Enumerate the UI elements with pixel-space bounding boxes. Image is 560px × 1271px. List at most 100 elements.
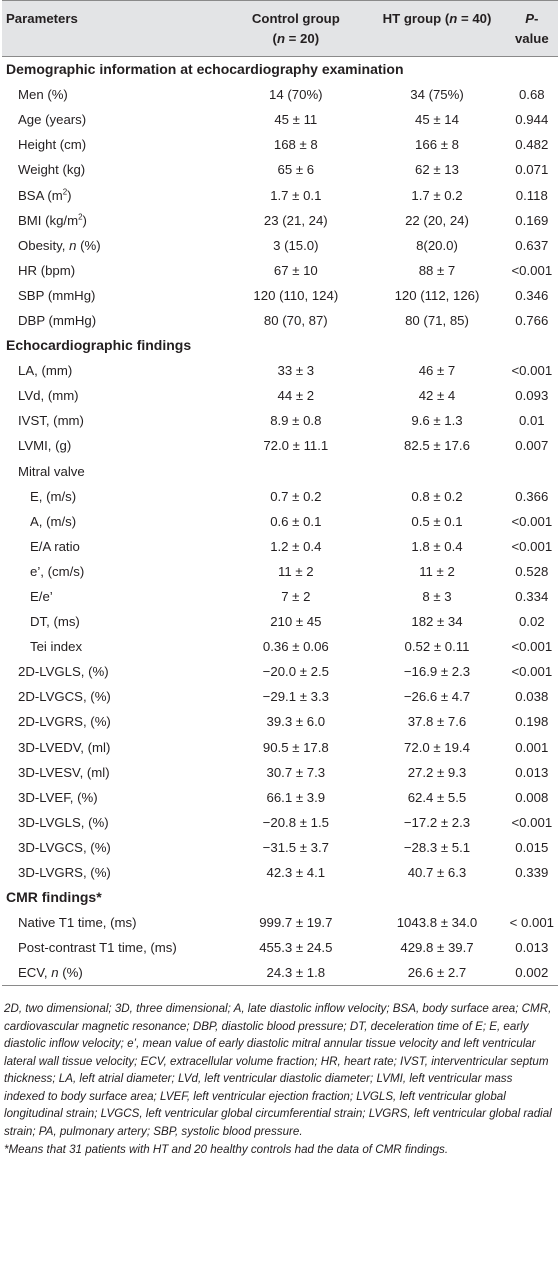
table-row: 2D-LVGRS, (%) 39.3 ± 6.0 37.8 ± 7.6 0.198 <box>2 709 558 734</box>
control-value: 999.7 ± 19.7 <box>259 915 333 931</box>
p-value: 0.528 <box>515 563 549 579</box>
table-row: Mitral valve <box>2 459 558 484</box>
table-row: Age (years) 45 ± 11 45 ± 14 0.944 <box>2 107 558 132</box>
row-label: DT, (ms) <box>30 614 80 630</box>
control-value: 0.6 ± 0.1 <box>270 513 322 529</box>
p-value: 0.071 <box>515 162 549 178</box>
control-value: 7 ± 2 <box>281 589 311 605</box>
p-value: 0.007 <box>515 438 549 454</box>
p-value: 0.02 <box>518 614 545 630</box>
control-value: 1.7 ± 0.1 <box>270 187 322 203</box>
table-row: LA, (mm) 33 ± 3 46 ± 7 <0.001 <box>2 358 558 383</box>
header-p-value: P-value <box>505 0 558 57</box>
ht-value: 62.4 ± 5.5 <box>407 789 467 805</box>
control-value: 0.36 ± 0.06 <box>262 639 329 655</box>
row-label: A, (m/s) <box>30 513 77 529</box>
table-row: LVMI, (g) 72.0 ± 11.1 82.5 ± 17.6 0.007 <box>2 433 558 458</box>
p-value <box>506 459 558 484</box>
ht-value: 120 (112, 126) <box>394 287 480 303</box>
control-value: 23 (21, 24) <box>263 212 328 228</box>
control-value: 14 (70%) <box>269 87 323 103</box>
row-label: Tei index <box>30 639 83 655</box>
table-header-row: Parameters Control group (n = 20) HT grou… <box>2 0 558 57</box>
p-value: <0.001 <box>511 664 553 680</box>
p-value: 0.334 <box>515 589 549 605</box>
p-value: < 0.001 <box>509 915 554 931</box>
ht-value: 40.7 ± 6.3 <box>407 865 467 881</box>
p-value: 0.001 <box>515 739 549 755</box>
p-value: 0.169 <box>515 212 549 228</box>
control-value: 45 ± 11 <box>274 112 318 128</box>
ht-value: 62 ± 13 <box>415 162 459 178</box>
row-label: Native T1 time, (ms) <box>18 915 137 931</box>
p-value: 0.482 <box>515 137 549 153</box>
p-value: 0.637 <box>515 237 549 253</box>
table-row: Native T1 time, (ms) 999.7 ± 19.7 1043.8 ±… <box>2 910 558 935</box>
table-row: 2D-LVGCS, (%) −29.1 ± 3.3 −26.6 ± 4.7 0.038 <box>2 684 558 709</box>
table-row: Men (%) 14 (70%) 34 (75%) 0.68 <box>2 82 558 107</box>
table-row: Height (cm) 168 ± 8 166 ± 8 0.482 <box>2 132 558 157</box>
section-header-row: Demographic information at echocardiogra… <box>2 57 558 83</box>
table-row: BMI (kg/m2) 23 (21, 24) 22 (20, 24) 0.169 <box>2 208 558 233</box>
control-value <box>223 459 368 484</box>
table-row: E/e’ 7 ± 2 8 ± 3 0.334 <box>2 584 558 609</box>
ht-value: 1.8 ± 0.4 <box>411 538 463 554</box>
p-value: 0.346 <box>515 287 549 303</box>
p-value: 0.038 <box>515 689 549 705</box>
table-row: E/A ratio 1.2 ± 0.4 1.8 ± 0.4 <0.001 <box>2 534 558 559</box>
ht-value: 429.8 ± 39.7 <box>400 940 474 956</box>
row-label: SBP (mmHg) <box>18 287 96 303</box>
ht-value: 22 (20, 24) <box>405 212 469 228</box>
p-value: 0.944 <box>515 112 549 128</box>
control-value: 11 ± 2 <box>278 563 314 579</box>
control-value: −20.8 ± 1.5 <box>262 814 329 830</box>
control-value: 30.7 ± 7.3 <box>266 764 326 780</box>
control-value: 66.1 ± 3.9 <box>266 789 326 805</box>
row-label: DBP (mmHg) <box>18 312 97 328</box>
ht-value: 0.8 ± 0.2 <box>411 488 463 504</box>
table-footnote: 2D, two dimensional; 3D, three dimension… <box>0 986 560 1159</box>
ht-value: 11 ± 2 <box>419 563 455 579</box>
p-value: <0.001 <box>511 814 553 830</box>
p-value: <0.001 <box>511 513 553 529</box>
p-value: 0.002 <box>505 960 558 987</box>
p-value: 0.015 <box>515 839 549 855</box>
ht-value: 46 ± 7 <box>418 363 456 379</box>
ht-value: −28.3 ± 5.1 <box>403 839 471 855</box>
table-row: E, (m/s) 0.7 ± 0.2 0.8 ± 0.2 0.366 <box>2 484 558 509</box>
control-value: 39.3 ± 6.0 <box>266 714 326 730</box>
ht-value: 26.6 ± 2.7 <box>368 960 506 987</box>
table-row: HR (bpm) 67 ± 10 88 ± 7 <0.001 <box>2 258 558 283</box>
p-value: 0.366 <box>515 488 549 504</box>
row-label: BSA (m2) <box>18 187 72 203</box>
table-row: DBP (mmHg) 80 (70, 87) 80 (71, 85) 0.766 <box>2 308 558 333</box>
table-row: Post-contrast T1 time, (ms) 455.3 ± 24.5 4… <box>2 935 558 960</box>
ht-value: 42 ± 4 <box>418 388 456 404</box>
ht-value: −16.9 ± 2.3 <box>403 664 471 680</box>
ht-value: 8 ± 3 <box>422 589 452 605</box>
table-row: A, (m/s) 0.6 ± 0.1 0.5 ± 0.1 <0.001 <box>2 509 558 534</box>
control-value: 8.9 ± 0.8 <box>270 413 322 429</box>
table-row: 2D-LVGLS, (%) −20.0 ± 2.5 −16.9 ± 2.3 <0.00… <box>2 659 558 684</box>
table-row: Tei index 0.36 ± 0.06 0.52 ± 0.11 <0.001 <box>2 634 558 659</box>
control-value: 120 (110, 124) <box>253 287 339 303</box>
section-header-row: CMR findings* <box>2 885 558 910</box>
table-row: Obesity, n (%) 3 (15.0) 8(20.0) 0.637 <box>2 233 558 258</box>
ht-value: 80 (71, 85) <box>405 312 469 328</box>
p-value: 0.68 <box>518 87 545 103</box>
ht-value: −17.2 ± 2.3 <box>403 814 471 830</box>
control-value: 168 ± 8 <box>273 137 318 153</box>
row-label: E/e’ <box>30 589 53 605</box>
control-value: 0.7 ± 0.2 <box>270 488 322 504</box>
table-row: DT, (ms) 210 ± 45 182 ± 34 0.02 <box>2 609 558 634</box>
table-row: Weight (kg) 65 ± 6 62 ± 13 0.071 <box>2 157 558 182</box>
ht-value: 88 ± 7 <box>418 262 456 278</box>
ht-value: 0.52 ± 0.11 <box>404 639 470 655</box>
row-label: LVMI, (g) <box>18 438 72 454</box>
ht-value: 72.0 ± 19.4 <box>404 739 470 755</box>
p-value: 0.118 <box>515 187 548 203</box>
table-row: IVST, (mm) 8.9 ± 0.8 9.6 ± 1.3 0.01 <box>2 408 558 433</box>
ht-value: −26.6 ± 4.7 <box>403 689 471 705</box>
p-value: <0.001 <box>511 538 553 554</box>
p-value: 0.008 <box>515 789 549 805</box>
